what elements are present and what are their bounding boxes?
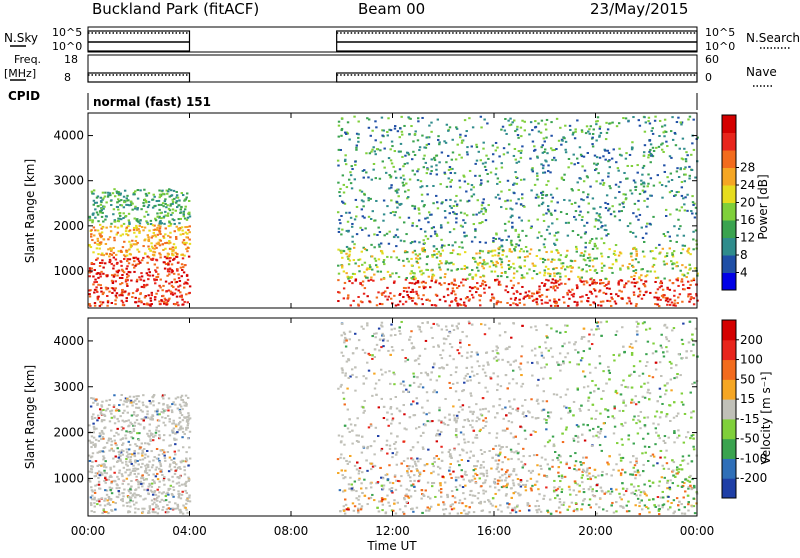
colorbar-tick-label: 4	[740, 266, 748, 280]
y-tick-label: 1000	[53, 264, 84, 278]
colorbar-tick-label: 50	[740, 372, 755, 386]
x-axis-label: Time UT	[366, 539, 417, 553]
power-colorbar: 4 8 12 16 20 24 28	[722, 115, 755, 291]
nave-tick-bottom: 0	[705, 71, 712, 84]
nave-tick-top: 60	[705, 53, 719, 66]
nsky-tick-bottom: 10^0	[52, 40, 82, 53]
x-tick-label: 00:00	[71, 524, 106, 538]
freq-strip: Freq. [MHz] 18 8 60 0 Nave	[4, 53, 777, 86]
colorbar-tick-label: 16	[740, 213, 755, 227]
colorbar-tick-label: 28	[740, 161, 755, 175]
nsky-trace	[88, 31, 697, 51]
colorbar-tick-label: 200	[740, 333, 763, 347]
colorbar-tick-label: 15	[740, 392, 755, 406]
colorbar-tick-label: 12	[740, 231, 755, 245]
nsky-strip: N.Sky 10^5 10^0 10^5 10^0 N.Search	[4, 26, 800, 53]
nave-label: Nave	[746, 65, 777, 79]
freq-tick-bottom: 8	[64, 71, 71, 84]
power-heatmap	[88, 116, 699, 307]
x-tick-label: 04:00	[172, 524, 207, 538]
y-tick-label: 3000	[53, 174, 84, 188]
power-y-label: Slant Range [km]	[23, 159, 37, 263]
colorbar-tick-label: 100	[740, 353, 763, 367]
y-tick-label: 3000	[53, 380, 84, 394]
cpid-label: CPID	[8, 89, 40, 103]
y-tick-label: 1000	[53, 471, 84, 485]
velocity-panel: 1000 2000 3000 4000 Slant Range [km] 200 100…	[23, 318, 773, 516]
nsky-tick-top: 10^5	[52, 26, 82, 39]
freq-trace	[88, 73, 697, 82]
beam-label: Beam 00	[358, 0, 425, 18]
plot-title: Buckland Park (fitACF)	[92, 0, 259, 18]
x-tick-label: 12:00	[375, 524, 410, 538]
date-label: 23/May/2015	[590, 0, 688, 18]
velocity-y-label: Slant Range [km]	[23, 365, 37, 469]
x-tick-label: 16:00	[477, 524, 512, 538]
velocity-colorbar-label: Velocity [m s⁻¹]	[759, 371, 773, 464]
colorbar-tick-label: 20	[740, 196, 755, 210]
x-tick-label: 00:00	[680, 524, 715, 538]
y-tick-label: 4000	[53, 129, 84, 143]
colorbar-tick-label: 24	[740, 178, 755, 192]
colorbar-tick-label: 8	[740, 248, 748, 262]
y-tick-label: 2000	[53, 426, 84, 440]
power-colorbar-label: Power [dB]	[756, 174, 770, 239]
colorbar-tick-label: -15	[740, 412, 760, 426]
y-tick-label: 2000	[53, 219, 84, 233]
x-tick-label: 20:00	[578, 524, 613, 538]
nsearch-tick-top: 10^5	[705, 26, 735, 39]
cpid-text: normal (fast) 151	[93, 95, 211, 109]
power-panel: 1000 2000 3000 4000 Slant Range [km] 4 8 12 16…	[23, 113, 770, 308]
y-tick-label: 4000	[53, 334, 84, 348]
x-tick-label: 08:00	[274, 524, 309, 538]
velocity-heatmap	[88, 321, 699, 515]
nsearch-tick-bottom: 10^0	[705, 40, 735, 53]
nsky-label: N.Sky	[4, 31, 38, 45]
freq-label: Freq.	[14, 53, 41, 66]
colorbar-tick-label: -50	[740, 432, 760, 446]
freq-tick-top: 18	[64, 53, 78, 66]
nsearch-label: N.Search	[746, 31, 800, 45]
colorbar-tick-label: -200	[740, 471, 767, 485]
freq-unit: [MHz]	[4, 67, 36, 80]
